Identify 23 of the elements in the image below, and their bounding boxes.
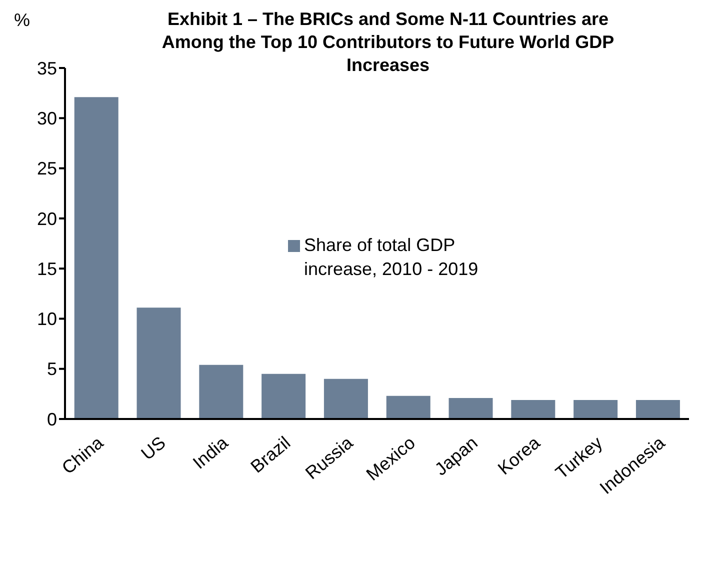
bar bbox=[136, 308, 181, 419]
bar bbox=[574, 400, 618, 419]
y-tick-label: 0 bbox=[46, 409, 57, 430]
y-tick-label: 30 bbox=[36, 108, 57, 129]
y-tick-label: 10 bbox=[36, 309, 57, 330]
y-tick-label: 15 bbox=[36, 258, 57, 279]
y-tick-label: 5 bbox=[46, 359, 57, 380]
bar bbox=[324, 378, 368, 419]
bar bbox=[199, 364, 244, 419]
bar bbox=[74, 97, 118, 419]
bar bbox=[448, 398, 493, 419]
y-axis-title: % bbox=[14, 10, 30, 31]
chart-title: Exhibit 1 – The BRICs and Some N-11 Countries are Among the Top 10 Contributors to Future World GDP Increases bbox=[160, 8, 616, 77]
y-tick-label: 25 bbox=[36, 158, 57, 179]
bar bbox=[262, 374, 306, 419]
bar bbox=[636, 400, 680, 419]
bar bbox=[511, 400, 556, 419]
bar bbox=[386, 396, 430, 419]
y-tick-label: 20 bbox=[36, 208, 57, 229]
x-tick-label: India bbox=[189, 432, 233, 473]
x-tick-label: US bbox=[137, 432, 170, 464]
legend-label: Share of total GDP increase, 2010 - 2019 bbox=[304, 234, 480, 281]
y-tick-label: 35 bbox=[36, 58, 57, 78]
